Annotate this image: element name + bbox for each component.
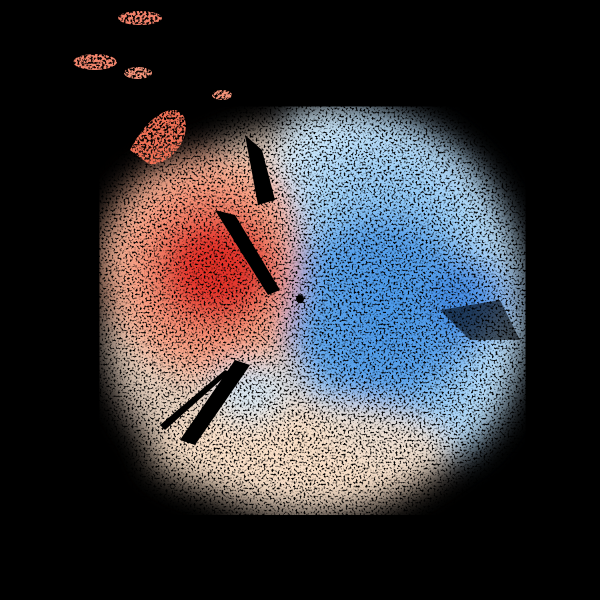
- radar-site: [296, 295, 304, 303]
- outlying-echoes: [73, 11, 232, 165]
- shadows: [160, 135, 520, 445]
- velocity-field: [99, 106, 526, 515]
